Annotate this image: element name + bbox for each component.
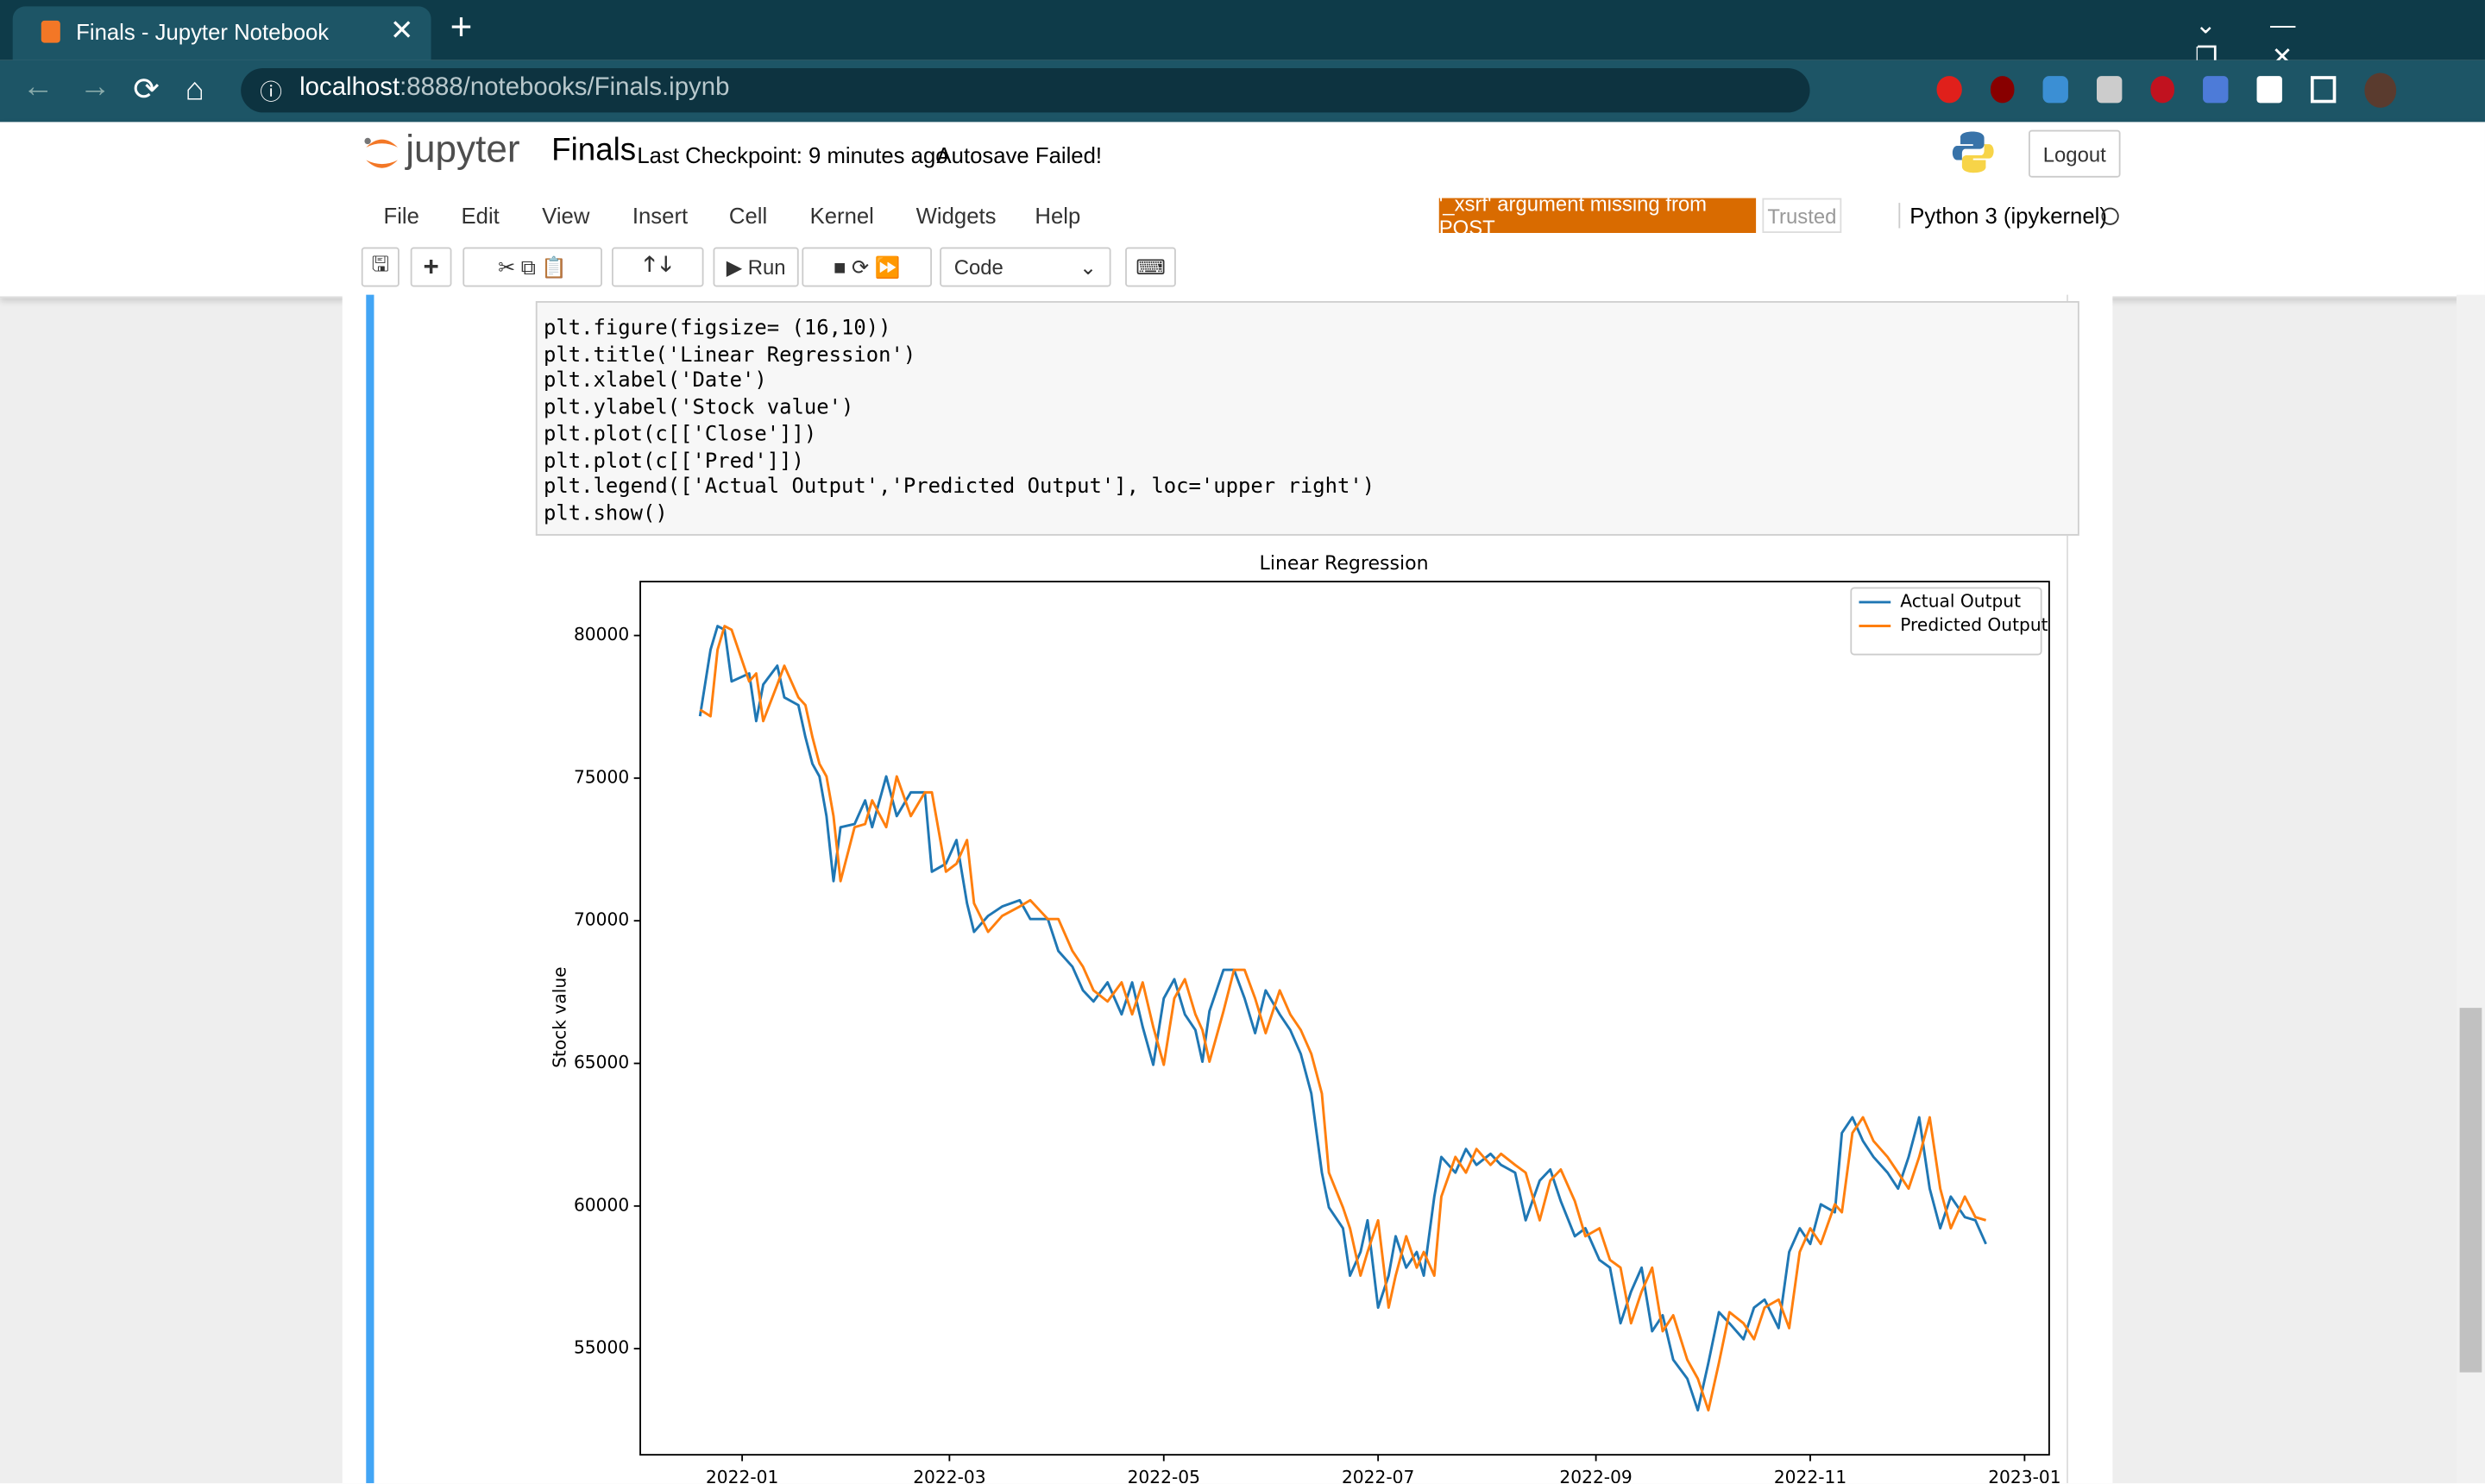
series-line — [698, 625, 1987, 1412]
kernel-indicator — [2101, 207, 2119, 225]
chart-title: Linear Regression — [1260, 553, 1429, 575]
notebook-name[interactable]: Finals — [551, 133, 637, 168]
y-tick-label: 75000 — [574, 766, 629, 787]
x-tick-label: 2022-05 — [1128, 1467, 1200, 1483]
jupyter-logo[interactable]: jupyter — [406, 128, 520, 172]
keyboard-button[interactable]: ⌨ — [1125, 247, 1176, 287]
y-tick-label: 80000 — [574, 624, 629, 645]
y-tick-label: 60000 — [574, 1194, 629, 1215]
code-cell[interactable]: plt.figure(figsize= (16,10)) plt.title('L… — [535, 300, 2079, 536]
plot-frame — [639, 581, 2050, 1456]
code-line: plt.xlabel('Date') — [543, 369, 767, 394]
code-line: plt.show() — [543, 502, 668, 526]
tab-close[interactable]: ✕ — [389, 14, 414, 47]
x-tick-label: 2023-01 — [1988, 1467, 2060, 1483]
menu-item[interactable]: Insert — [632, 203, 689, 229]
x-tick-label: 2022-07 — [1342, 1467, 1414, 1483]
legend-label: Predicted Output — [1900, 614, 2048, 635]
cell-type: Code — [953, 255, 1003, 280]
url-host: localhost — [299, 74, 400, 102]
code: plt.figure(figsize= (16,10)) plt.title('L… — [544, 317, 1375, 528]
insert-button[interactable]: + — [410, 247, 452, 287]
chart: Linear Regression Stock value 55000 60000… — [550, 553, 2061, 1483]
reload-home[interactable]: ⟳⌂ — [133, 72, 230, 108]
move-buttons[interactable]: 🡑 🡓 — [611, 247, 704, 287]
jupyter-logo-icon — [364, 137, 399, 168]
cell-type-select[interactable]: Code ⌄ — [940, 247, 1111, 287]
menu-item[interactable]: Cell — [728, 203, 768, 229]
nav-buttons[interactable]: ←→ — [22, 69, 136, 105]
series-line — [699, 625, 1987, 1412]
code-line: plt.plot(c[['Pred']]) — [543, 449, 804, 474]
run-label: Run — [747, 255, 786, 280]
tab-title: Finals - Jupyter Notebook — [76, 19, 330, 45]
code-line: plt.plot(c[['Close']]) — [543, 423, 817, 447]
python-logo — [1952, 131, 1994, 173]
autosave: Autosave Failed! — [936, 142, 1103, 168]
run-button[interactable]: ▶ Run — [713, 247, 799, 287]
scroll-thumb[interactable] — [2459, 1008, 2482, 1373]
y-tick-label: 55000 — [574, 1337, 629, 1358]
code-line: plt.title('Linear Regression') — [543, 343, 916, 368]
kernel-name: Python 3 (ipykernel) — [1898, 203, 2107, 229]
menu-item[interactable]: File — [383, 203, 419, 229]
cell-selection-bar — [366, 294, 374, 1484]
code-line: plt.legend(['Actual Output','Predicted O… — [543, 475, 1375, 500]
menu-item[interactable]: View — [542, 203, 590, 229]
y-tick-label: 65000 — [574, 1052, 629, 1072]
x-tick-label: 2022-03 — [913, 1467, 985, 1483]
logout-button[interactable]: Logout — [2029, 129, 2121, 178]
menu-item[interactable]: Kernel — [809, 203, 874, 229]
y-axis-label: Stock value — [550, 966, 570, 1067]
code-line: plt.figure(figsize= (16,10)) — [543, 317, 891, 341]
tab[interactable]: Finals - Jupyter Notebook ✕ — [12, 6, 431, 60]
url-path: :8888/notebooks/Finals.ipynb — [399, 74, 730, 102]
info-icon: ⓘ — [260, 79, 282, 105]
tab-icon — [41, 20, 60, 43]
menu-item[interactable]: Widgets — [915, 203, 997, 229]
kernel-buttons[interactable]: ■ ⟳ ⏩ — [802, 247, 932, 287]
edit-buttons[interactable]: ✂ ⧉ 📋 — [462, 247, 602, 287]
legend-box — [1850, 587, 2042, 656]
legend-label: Actual Output — [1900, 590, 2021, 611]
x-tick-label: 2022-09 — [1559, 1467, 1632, 1483]
checkpoint: Last Checkpoint: 9 minutes ago — [637, 142, 948, 168]
extensions[interactable] — [1936, 72, 2397, 108]
new-tab[interactable]: + — [450, 6, 473, 49]
menu-item[interactable]: Help — [1035, 203, 1081, 229]
code-line: plt.ylabel('Stock value') — [543, 396, 854, 420]
y-tick-label: 70000 — [574, 909, 629, 930]
url: localhost:8888/notebooks/Finals.ipynb — [299, 74, 729, 103]
cell-border — [2067, 294, 2068, 1484]
scrollbar[interactable] — [2456, 294, 2485, 1484]
x-tick-label: 2022-01 — [706, 1467, 778, 1483]
trusted-badge[interactable]: Trusted — [1762, 198, 1842, 233]
warning-badge: '_xsrf' argument missing from POST — [1438, 192, 1757, 239]
menu-item[interactable]: Edit — [461, 203, 500, 229]
x-tick-label: 2022-11 — [1774, 1467, 1846, 1483]
address-bar[interactable]: ⓘ localhost:8888/notebooks/Finals.ipynb — [241, 67, 1810, 113]
save-button[interactable]: 🖫 — [361, 247, 399, 287]
